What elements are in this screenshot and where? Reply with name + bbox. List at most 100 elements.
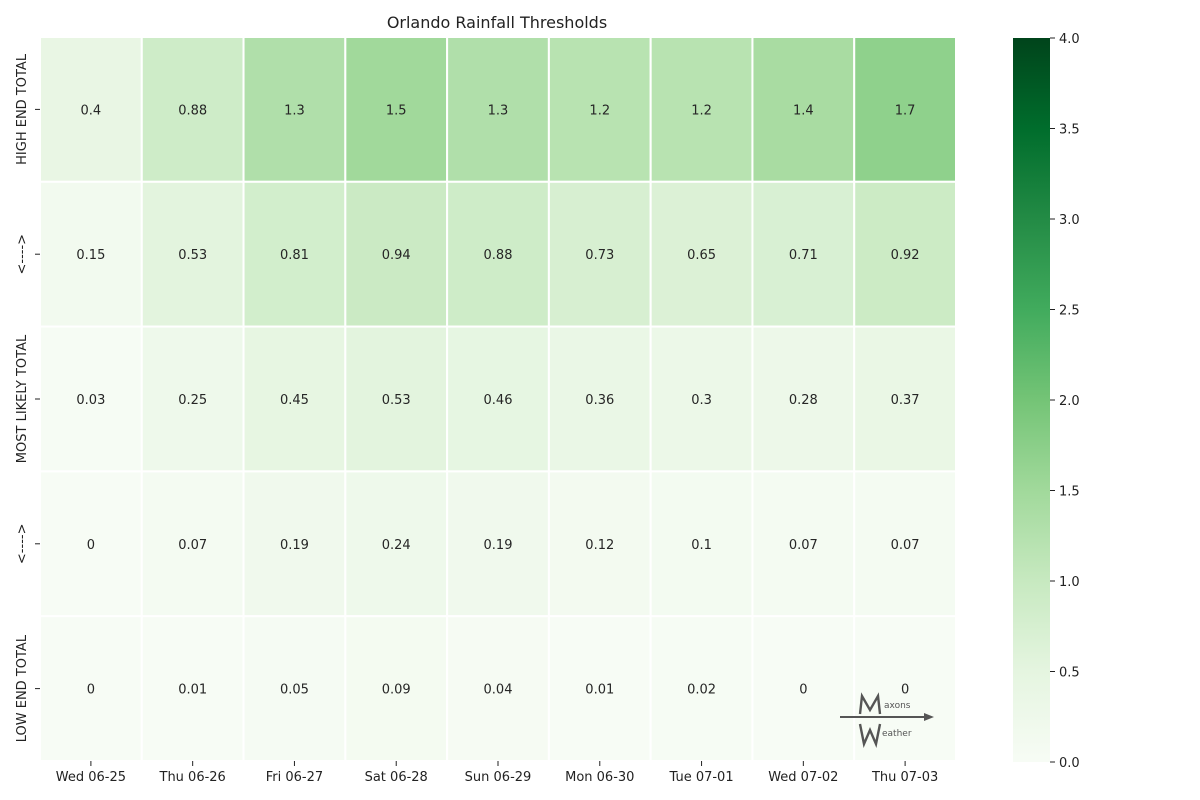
colorbar-ticks: 0.0 0.5 1.0 1.5 2.0 2.5 3.0 3.5 4.0 [1050, 32, 1080, 771]
cell-value-label: 0.65 [687, 248, 716, 263]
cell-value-label: 0 [799, 683, 807, 698]
x-tick-label: Wed 07-02 [768, 770, 838, 785]
cell-value-label: 0.01 [178, 683, 207, 698]
cell-value-label: 1.5 [386, 103, 407, 118]
x-axis: Wed 06-25 Thu 06-26 Fri 06-27 Sat 06-28 Sun … [56, 761, 938, 785]
heatmap-cell [39, 325, 143, 473]
y-tick-label: HIGH END TOTAL [15, 53, 30, 165]
heatmap-cell [39, 470, 143, 618]
heatmap-cell [649, 615, 754, 763]
cell-value-label: 0.07 [178, 538, 207, 553]
cell-value-label: 0 [87, 683, 95, 698]
cell-value-label: 0.01 [585, 683, 614, 698]
x-tick-label: Wed 06-25 [56, 770, 126, 785]
heatmap-cell [242, 180, 347, 328]
cell-value-label: 0.37 [891, 393, 920, 408]
cell-value-label: 0.28 [789, 393, 818, 408]
svg-text:axons: axons [884, 701, 911, 711]
cell-value-label: 0.07 [891, 538, 920, 553]
colorbar-tick-label: 1.5 [1059, 485, 1080, 500]
heatmap-cell [853, 180, 958, 328]
cell-value-label: 1.3 [284, 103, 305, 118]
cell-value-label: 0.92 [891, 248, 920, 263]
heatmap-cell-labels: 0.4 0.88 1.3 1.5 1.3 1.2 1.2 1.4 1.7 0.15 0.53 0.81… [76, 103, 919, 697]
y-tick-label: <----> [15, 234, 30, 275]
heatmap-cell [344, 325, 449, 473]
heatmap-cell [853, 615, 958, 763]
heatmap-cell [39, 36, 143, 183]
maxons-weather-logo: axons eather [840, 692, 934, 748]
cell-value-label: 1.2 [691, 103, 712, 118]
cell-value-label: 0.02 [687, 683, 716, 698]
y-tick-label: LOW END TOTAL [15, 634, 30, 742]
cell-value-label: 0.07 [789, 538, 818, 553]
heatmap-cell [547, 36, 652, 183]
cell-value-label: 0.12 [585, 538, 614, 553]
heatmap-cell [242, 36, 347, 183]
cell-value-label: 0.09 [382, 683, 411, 698]
cell-value-label: 0.94 [382, 248, 411, 263]
heatmap-cell [242, 325, 347, 473]
cell-value-label: 0.24 [382, 538, 411, 553]
heatmap-cell [751, 180, 856, 328]
heatmap-cell [853, 325, 958, 473]
heatmap-cell [853, 470, 958, 618]
cell-value-label: 0 [901, 683, 909, 698]
cell-value-label: 0.04 [484, 683, 513, 698]
cell-value-label: 0.73 [585, 248, 614, 263]
heatmap-cell [649, 325, 754, 473]
cell-value-label: 0.88 [178, 103, 207, 118]
cell-value-label: 0.25 [178, 393, 207, 408]
colorbar-tick-label: 2.5 [1059, 304, 1080, 319]
cell-value-label: 0.46 [484, 393, 513, 408]
cell-value-label: 0.45 [280, 393, 309, 408]
cell-value-label: 0.88 [484, 248, 513, 263]
svg-text:eather: eather [882, 729, 912, 739]
cell-value-label: 0.71 [789, 248, 818, 263]
cell-value-label: 0.53 [382, 393, 411, 408]
colorbar-tick-label: 1.0 [1059, 575, 1080, 590]
heatmap-cell [547, 615, 652, 763]
cell-value-label: 0.15 [76, 248, 105, 263]
cell-value-label: 1.2 [589, 103, 610, 118]
cell-value-label: 0.53 [178, 248, 207, 263]
colorbar-tick-label: 0.0 [1059, 756, 1080, 771]
heatmap-cell [751, 36, 856, 183]
x-tick-label: Mon 06-30 [565, 770, 634, 785]
heatmap-cell [39, 615, 143, 763]
y-tick-label: MOST LIKELY TOTAL [15, 334, 30, 463]
cell-value-label: 0.3 [691, 393, 712, 408]
heatmap-cell [140, 36, 245, 183]
colorbar-tick-label: 2.0 [1059, 394, 1080, 409]
y-tick-label: <----> [15, 524, 30, 565]
heatmap-cell [344, 470, 449, 618]
heatmap-cell [344, 615, 449, 763]
cell-value-label: 0.05 [280, 683, 309, 698]
x-tick-label: Tue 07-01 [668, 770, 733, 785]
colorbar-tick-label: 3.5 [1059, 123, 1080, 138]
x-tick-label: Sun 06-29 [465, 770, 532, 785]
colorbar [1013, 38, 1050, 762]
heatmap-cell [446, 180, 550, 328]
heatmap-cells [39, 36, 958, 763]
x-tick-label: Thu 07-03 [871, 770, 938, 785]
cell-value-label: 0.19 [484, 538, 513, 553]
heatmap-cell [140, 470, 245, 618]
heatmap-cell [242, 615, 347, 763]
heatmap-cell [140, 325, 245, 473]
x-tick-label: Thu 06-26 [159, 770, 226, 785]
colorbar-tick-label: 0.5 [1059, 666, 1080, 681]
cell-value-label: 0.36 [585, 393, 614, 408]
colorbar-gradient [1013, 38, 1050, 762]
heatmap-cell [39, 180, 143, 328]
heatmap-cell [446, 325, 550, 473]
cell-value-label: 0.4 [81, 103, 102, 118]
cell-value-label: 0 [87, 538, 95, 553]
heatmap-cell [649, 180, 754, 328]
cell-value-label: 0.81 [280, 248, 309, 263]
cell-value-label: 1.4 [793, 103, 814, 118]
x-tick-label: Sat 06-28 [365, 770, 428, 785]
cell-value-label: 0.1 [691, 538, 712, 553]
cell-value-label: 1.7 [895, 103, 916, 118]
